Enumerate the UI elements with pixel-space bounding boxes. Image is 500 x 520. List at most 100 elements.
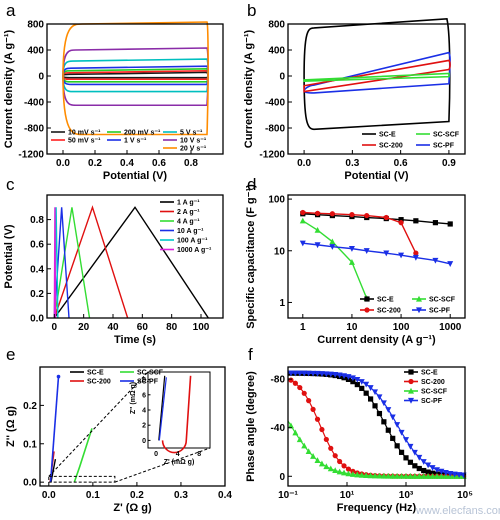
data-point	[314, 210, 321, 216]
data-point	[305, 448, 312, 454]
inset-curve-sc-200	[161, 375, 192, 454]
data-point	[433, 467, 440, 473]
data-point	[367, 472, 374, 479]
x-tick-label: 0.6	[394, 158, 408, 169]
data-point	[383, 250, 390, 257]
capacitance-line	[302, 213, 451, 225]
data-point	[398, 472, 405, 479]
legend-marker	[408, 369, 414, 375]
y-tick-label: 0.0	[23, 478, 37, 489]
y-tick-label: 400	[268, 46, 285, 57]
data-point	[56, 374, 61, 379]
x-tick-label: 10⁵	[457, 490, 473, 501]
data-point	[398, 220, 404, 226]
data-point	[348, 259, 355, 265]
data-point	[363, 381, 370, 388]
nyquist-sc-pf	[49, 376, 60, 483]
data-point	[372, 472, 379, 479]
data-point	[385, 407, 392, 413]
data-point	[447, 261, 454, 267]
capacitance-line	[302, 220, 368, 299]
data-point	[358, 471, 365, 478]
y-tick-label: 0.4	[30, 264, 44, 275]
data-point	[299, 240, 306, 247]
plot-frame	[46, 194, 224, 319]
data-point	[420, 473, 427, 479]
data-point	[447, 470, 454, 477]
legend-label: 200 mV s⁻¹	[124, 130, 161, 137]
data-point	[398, 252, 405, 259]
legend-marker	[408, 397, 414, 404]
data-point	[329, 211, 335, 217]
panel-label: e	[6, 345, 15, 364]
x-tick-label: 1	[300, 322, 306, 333]
plot-frame	[39, 366, 226, 487]
data-point	[394, 443, 400, 449]
x-tick-label: 80	[166, 322, 178, 333]
legend-marker	[408, 387, 414, 394]
inset-y-tick-label: 2	[142, 423, 146, 430]
data-point	[425, 469, 431, 475]
cv-curve	[62, 58, 209, 93]
y-tick-label: -800	[24, 124, 44, 135]
data-point	[442, 473, 449, 479]
legend-label: 2 A g⁻¹	[177, 209, 200, 216]
gcd-curve	[53, 206, 209, 319]
data-point	[341, 469, 348, 476]
data-point	[300, 209, 306, 216]
x-tick-label: 10	[346, 322, 358, 333]
watermark: www.elecfans.com	[415, 505, 500, 517]
legend-label: SC-PF	[421, 398, 443, 405]
data-point	[425, 462, 432, 469]
data-point	[412, 254, 419, 261]
nyquist-sc-scf	[73, 428, 93, 483]
y-tick-label: 0.1	[23, 439, 37, 450]
x-tick-label: 60	[137, 322, 149, 333]
legend-label: 20 V s⁻¹	[180, 146, 207, 153]
data-point	[329, 244, 336, 250]
y-tick-label: -40	[271, 423, 286, 434]
x-tick-label: 100	[193, 322, 210, 333]
x-axis-label: Potential (V)	[344, 170, 409, 182]
data-point	[398, 429, 405, 436]
plot-frame	[287, 194, 466, 319]
data-point	[380, 472, 387, 479]
legend-label: SC-200	[87, 379, 111, 386]
data-point	[416, 465, 422, 472]
data-point	[407, 473, 414, 479]
data-point	[364, 212, 370, 219]
legend-label: SC-SCF	[137, 370, 164, 377]
y-tick-label: 0	[38, 72, 44, 83]
y-axis-label: Current density (A g⁻¹)	[3, 29, 15, 148]
panel-label: c	[6, 175, 15, 194]
y-tick-label: -1200	[259, 150, 285, 161]
data-point	[413, 250, 419, 256]
plot-frame	[287, 23, 466, 155]
legend-label: SC-200	[377, 308, 401, 315]
data-point	[319, 426, 325, 433]
y-tick-label: 0.6	[30, 240, 44, 251]
y-tick-label: 800	[27, 20, 44, 31]
cv-curve	[62, 21, 209, 136]
y-tick-label: 0.8	[30, 215, 44, 226]
y-tick-label: -1200	[18, 150, 44, 161]
data-point	[442, 470, 449, 476]
data-point	[296, 370, 303, 377]
legend-label: SC-200	[379, 143, 403, 150]
data-point	[314, 227, 321, 233]
x-tick-label: 20	[78, 322, 90, 333]
data-point	[305, 370, 312, 377]
gcd-curve	[53, 207, 57, 319]
zoom-connector	[114, 447, 211, 483]
inset-y-label: Z'' (mΩ g)	[130, 382, 137, 414]
legend-label: 10 mV s⁻¹	[68, 130, 101, 137]
y-axis-label: Current density (A g⁻¹)	[243, 29, 255, 148]
panel-a: a 800 400 0 -400 -800 -1200 0.0 0.2 0.4 0.6 0.8 Pote…	[3, 1, 224, 182]
x-tick-label: 0.3	[174, 490, 188, 501]
data-point	[412, 463, 418, 469]
y-tick-label: 0	[279, 472, 285, 483]
data-point	[372, 403, 378, 409]
data-point	[447, 221, 453, 227]
y-tick-label: 100	[268, 195, 285, 206]
